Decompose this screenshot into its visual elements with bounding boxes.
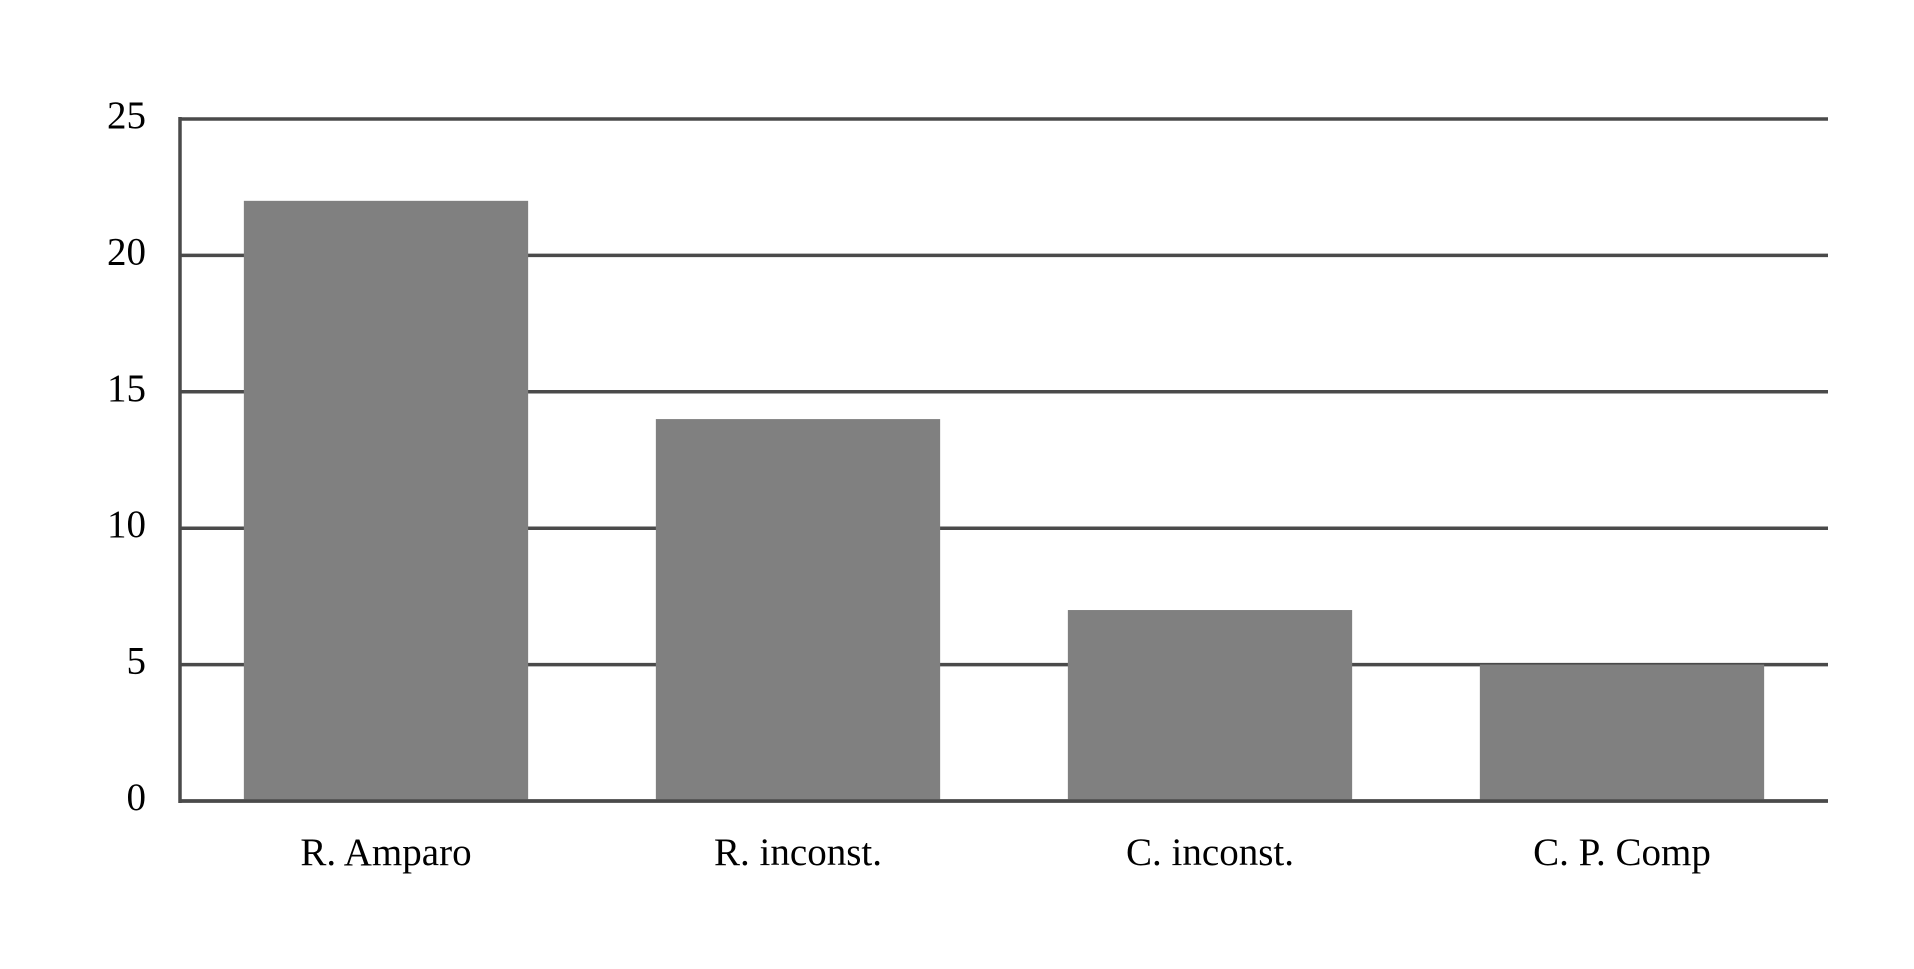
x-tick-label: R. inconst. bbox=[714, 831, 882, 874]
y-tick-label: 15 bbox=[107, 367, 146, 410]
x-tick-label: C. P. Comp bbox=[1533, 831, 1711, 874]
bar bbox=[243, 200, 529, 802]
y-tick-label: 20 bbox=[107, 230, 146, 273]
x-tick-label: C. inconst. bbox=[1126, 831, 1294, 874]
y-tick-label: 0 bbox=[127, 776, 147, 819]
y-tick-label: 10 bbox=[107, 503, 146, 546]
y-tick-label: 5 bbox=[127, 640, 147, 683]
bar bbox=[655, 419, 941, 801]
x-tick-label: R. Amparo bbox=[300, 831, 471, 874]
y-tick-label: 25 bbox=[107, 94, 146, 137]
bar bbox=[1067, 610, 1353, 801]
bar bbox=[1479, 664, 1765, 801]
